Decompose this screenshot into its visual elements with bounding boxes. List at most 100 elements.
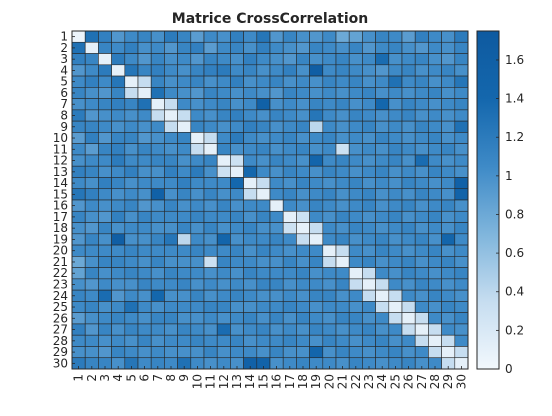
heatmap-cell xyxy=(348,222,363,235)
heatmap-cell xyxy=(203,289,218,302)
heatmap-cell xyxy=(269,267,284,280)
heatmap-cell xyxy=(296,98,310,111)
heatmap-cell xyxy=(269,87,284,99)
heatmap-cell xyxy=(243,278,258,291)
heatmap-cell xyxy=(296,132,310,144)
heatmap-cell xyxy=(428,267,442,280)
heatmap-cell xyxy=(111,256,126,268)
heatmap-cell xyxy=(216,64,231,77)
heatmap-cell xyxy=(269,222,284,235)
heatmap-cell xyxy=(454,143,469,156)
heatmap-cell xyxy=(216,334,231,347)
heatmap-cell xyxy=(177,177,192,190)
heatmap-cell xyxy=(243,41,258,54)
heatmap-cells xyxy=(71,30,469,370)
colorbar-tick-label: 0.8 xyxy=(505,207,524,221)
x-tick-label: 12 xyxy=(217,374,231,389)
heatmap-cell xyxy=(137,154,152,167)
heatmap-cell xyxy=(322,177,337,190)
y-tick-label: 12 xyxy=(53,154,68,168)
y-tick-label: 16 xyxy=(53,199,68,213)
heatmap-cell xyxy=(150,64,165,77)
heatmap-cell xyxy=(150,278,165,291)
heatmap-cell xyxy=(230,278,244,291)
heatmap-cell xyxy=(335,334,350,347)
heatmap-cell xyxy=(401,334,416,347)
heatmap-cell xyxy=(428,30,442,43)
heatmap-cell xyxy=(150,233,165,246)
heatmap-cell xyxy=(269,132,284,144)
heatmap-cell xyxy=(282,109,297,122)
heatmap-cell xyxy=(230,132,244,144)
heatmap-cell xyxy=(375,199,390,212)
heatmap-cell xyxy=(282,165,297,178)
heatmap-cell xyxy=(335,75,350,88)
heatmap-cell xyxy=(282,210,297,223)
heatmap-cell xyxy=(150,98,165,111)
heatmap-cell xyxy=(362,64,376,77)
heatmap-cell xyxy=(216,233,231,246)
heatmap-cell xyxy=(335,244,350,257)
heatmap-cell xyxy=(362,244,376,257)
heatmap-cell xyxy=(309,323,324,336)
heatmap-cell xyxy=(164,233,178,246)
heatmap-cell xyxy=(309,41,324,54)
heatmap-cell xyxy=(388,177,403,190)
x-tick-label: 9 xyxy=(177,374,191,382)
heatmap-cell xyxy=(269,188,284,201)
heatmap-cell xyxy=(388,143,403,156)
heatmap-cell xyxy=(414,177,429,190)
heatmap-cell xyxy=(190,346,205,359)
heatmap-cell xyxy=(428,244,442,257)
heatmap-cell xyxy=(177,64,192,77)
heatmap-cell xyxy=(362,278,376,291)
x-tick-label: 15 xyxy=(256,374,270,389)
heatmap-cell xyxy=(454,312,469,325)
heatmap-cell xyxy=(282,177,297,190)
heatmap-cell xyxy=(454,222,469,235)
heatmap-cell xyxy=(203,75,218,88)
heatmap-cell xyxy=(190,75,205,88)
heatmap-cell xyxy=(309,109,324,122)
heatmap-cell xyxy=(375,346,390,359)
heatmap-cell xyxy=(190,188,205,201)
heatmap-cell xyxy=(414,120,429,133)
heatmap-cell xyxy=(428,165,442,178)
heatmap-cell xyxy=(401,256,416,268)
heatmap-cell xyxy=(348,289,363,302)
heatmap-cell xyxy=(137,301,152,313)
heatmap-cell xyxy=(84,30,99,43)
heatmap-cell xyxy=(296,346,310,359)
heatmap-cell xyxy=(441,346,456,359)
heatmap-cell xyxy=(362,143,376,156)
heatmap-cell xyxy=(243,109,258,122)
heatmap-cell xyxy=(150,154,165,167)
heatmap-cell xyxy=(230,289,244,302)
x-tick-label: 1 xyxy=(72,374,86,382)
heatmap-cell xyxy=(388,188,403,201)
heatmap-cell xyxy=(216,154,231,167)
y-tick-label: 8 xyxy=(60,109,68,123)
heatmap-cell xyxy=(124,323,139,336)
heatmap-cell xyxy=(190,87,205,99)
heatmap-cell xyxy=(348,64,363,77)
heatmap-cell xyxy=(282,53,297,66)
heatmap-cell xyxy=(84,199,99,212)
heatmap-cell xyxy=(454,120,469,133)
heatmap-cell xyxy=(137,41,152,54)
heatmap-cell xyxy=(124,165,139,178)
heatmap-cell xyxy=(203,312,218,325)
colorbar-tick-label: 0.4 xyxy=(505,285,524,299)
heatmap-cell xyxy=(454,323,469,336)
heatmap-cell xyxy=(441,256,456,268)
heatmap-cell xyxy=(269,199,284,212)
heatmap-cell xyxy=(137,75,152,88)
heatmap-cell xyxy=(388,64,403,77)
heatmap-cell xyxy=(243,53,258,66)
heatmap-cell xyxy=(441,323,456,336)
heatmap-cell xyxy=(230,98,244,111)
heatmap-cell xyxy=(309,256,324,268)
y-tick-label: 20 xyxy=(53,244,68,258)
heatmap-cell xyxy=(322,109,337,122)
heatmap-cell xyxy=(98,289,112,302)
